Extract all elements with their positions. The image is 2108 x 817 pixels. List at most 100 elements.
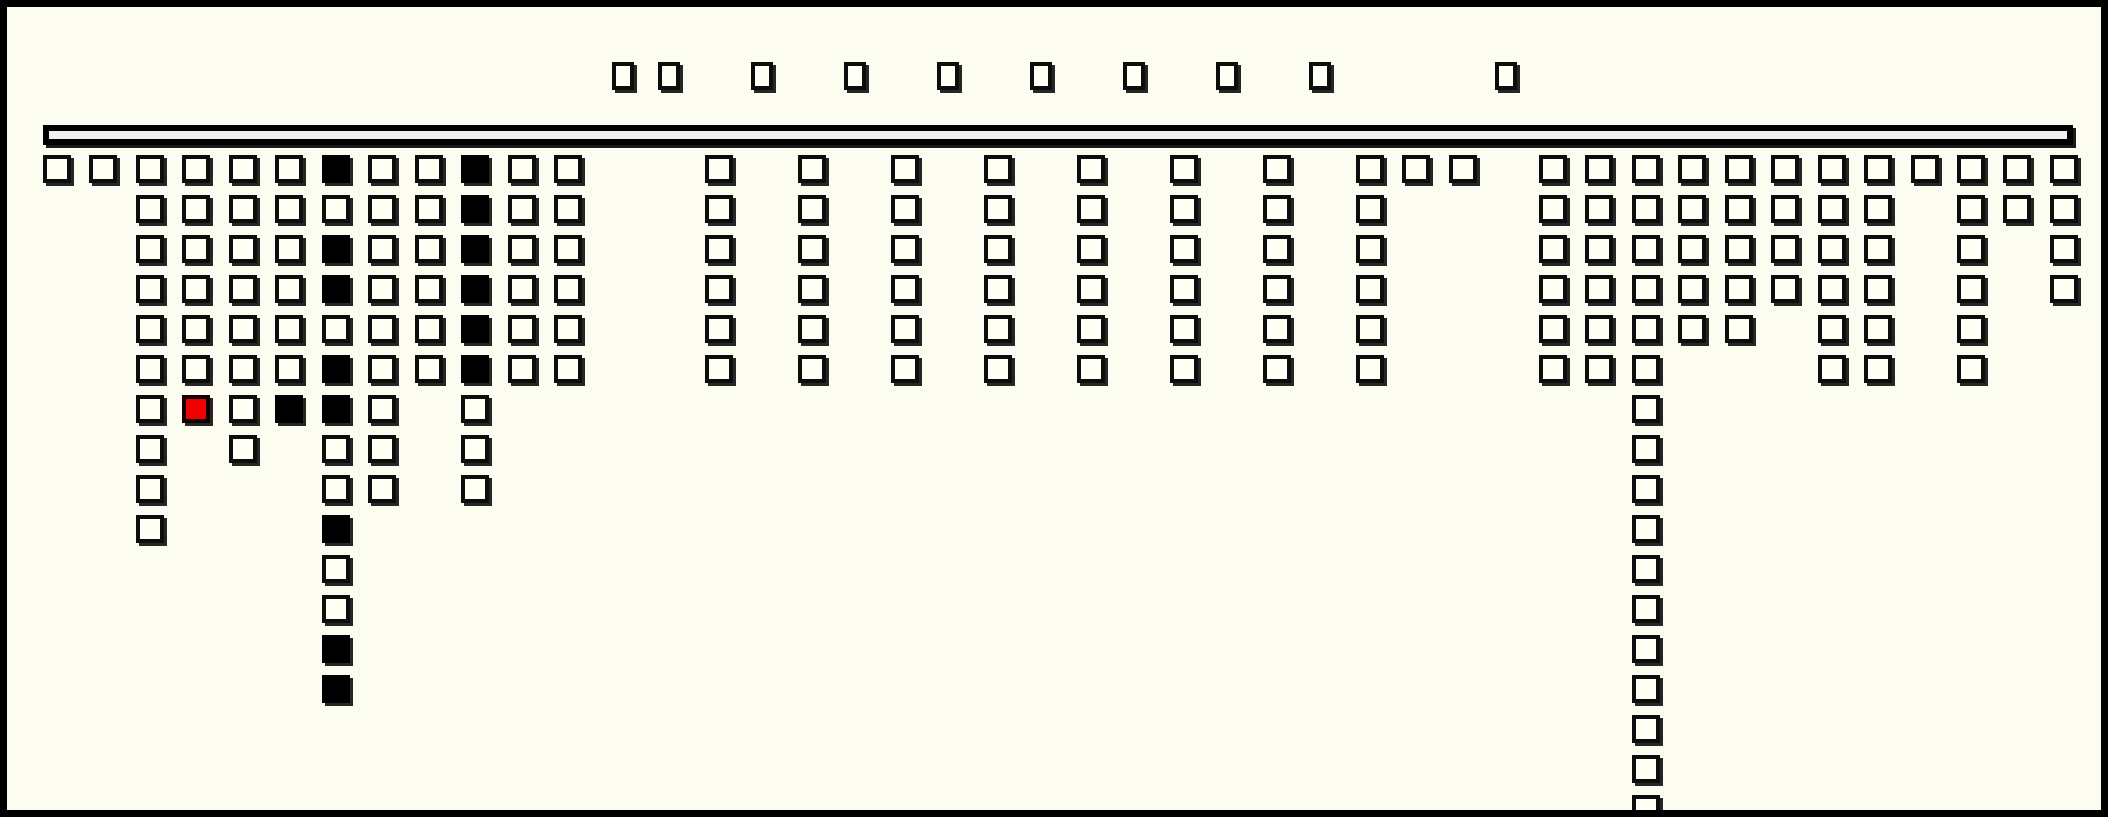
node-c15-r2[interactable]	[984, 235, 1012, 263]
node-c25-r0[interactable]	[1678, 155, 1706, 183]
top-node-3[interactable]	[844, 62, 866, 90]
node-c24-r10[interactable]	[1632, 555, 1660, 583]
node-c19-r0[interactable]	[1356, 155, 1384, 183]
top-node-6[interactable]	[1123, 62, 1145, 90]
top-node-4[interactable]	[937, 62, 959, 90]
node-c8-r5[interactable]	[415, 355, 443, 383]
node-c8-r0[interactable]	[415, 155, 443, 183]
node-c27-r1[interactable]	[1771, 195, 1799, 223]
node-c14-r4[interactable]	[891, 315, 919, 343]
node-c28-r4[interactable]	[1818, 315, 1846, 343]
node-c26-r2[interactable]	[1725, 235, 1753, 263]
node-c11-r1[interactable]	[554, 195, 582, 223]
node-c25-r2[interactable]	[1678, 235, 1706, 263]
node-c19-r2[interactable]	[1356, 235, 1384, 263]
node-c2-r7[interactable]	[136, 435, 164, 463]
node-c3-r2[interactable]	[182, 235, 210, 263]
node-c17-r0[interactable]	[1170, 155, 1198, 183]
node-c11-r4[interactable]	[554, 315, 582, 343]
node-c9-r7[interactable]	[461, 435, 489, 463]
node-c7-r3[interactable]	[368, 275, 396, 303]
node-c10-r3[interactable]	[508, 275, 536, 303]
node-c3-r1[interactable]	[182, 195, 210, 223]
node-c16-r5[interactable]	[1077, 355, 1105, 383]
node-c29-r0[interactable]	[1864, 155, 1892, 183]
node-c4-r6[interactable]	[229, 395, 257, 423]
node-c12-r1[interactable]	[705, 195, 733, 223]
node-c10-r5[interactable]	[508, 355, 536, 383]
node-c18-r1[interactable]	[1263, 195, 1291, 223]
node-c2-r6[interactable]	[136, 395, 164, 423]
node-c31-r2[interactable]	[1957, 235, 1985, 263]
node-c26-r1[interactable]	[1725, 195, 1753, 223]
node-c7-r2[interactable]	[368, 235, 396, 263]
node-c24-r9[interactable]	[1632, 515, 1660, 543]
node-c14-r3[interactable]	[891, 275, 919, 303]
node-c14-r1[interactable]	[891, 195, 919, 223]
node-c5-r4[interactable]	[275, 315, 303, 343]
node-c13-r5[interactable]	[798, 355, 826, 383]
top-node-7[interactable]	[1216, 62, 1238, 90]
node-c13-r2[interactable]	[798, 235, 826, 263]
node-c7-r7[interactable]	[368, 435, 396, 463]
node-c19-r3[interactable]	[1356, 275, 1384, 303]
node-c7-r8[interactable]	[368, 475, 396, 503]
node-c22-r5[interactable]	[1539, 355, 1567, 383]
node-c24-r3[interactable]	[1632, 275, 1660, 303]
node-c5-r6[interactable]	[275, 395, 303, 423]
node-c31-r5[interactable]	[1957, 355, 1985, 383]
node-c6-r8[interactable]	[322, 475, 350, 503]
node-c4-r4[interactable]	[229, 315, 257, 343]
node-c4-r2[interactable]	[229, 235, 257, 263]
node-c0-r0[interactable]	[43, 155, 71, 183]
node-c18-r0[interactable]	[1263, 155, 1291, 183]
node-c24-r0[interactable]	[1632, 155, 1660, 183]
node-c8-r4[interactable]	[415, 315, 443, 343]
node-c15-r5[interactable]	[984, 355, 1012, 383]
node-c32-r0[interactable]	[2003, 155, 2031, 183]
node-c16-r0[interactable]	[1077, 155, 1105, 183]
node-c5-r0[interactable]	[275, 155, 303, 183]
node-c18-r5[interactable]	[1263, 355, 1291, 383]
node-c31-r3[interactable]	[1957, 275, 1985, 303]
node-c2-r3[interactable]	[136, 275, 164, 303]
node-c27-r3[interactable]	[1771, 275, 1799, 303]
node-c23-r1[interactable]	[1585, 195, 1613, 223]
node-c13-r3[interactable]	[798, 275, 826, 303]
top-node-0[interactable]	[612, 62, 634, 90]
top-node-1[interactable]	[658, 62, 680, 90]
top-node-8[interactable]	[1309, 62, 1331, 90]
node-c18-r4[interactable]	[1263, 315, 1291, 343]
node-c33-r2[interactable]	[2050, 235, 2078, 263]
node-c2-r5[interactable]	[136, 355, 164, 383]
node-c4-r7[interactable]	[229, 435, 257, 463]
node-c17-r3[interactable]	[1170, 275, 1198, 303]
node-c2-r0[interactable]	[136, 155, 164, 183]
node-c24-r7[interactable]	[1632, 435, 1660, 463]
node-c13-r0[interactable]	[798, 155, 826, 183]
node-c9-r1[interactable]	[461, 195, 489, 223]
node-c11-r5[interactable]	[554, 355, 582, 383]
node-c2-r8[interactable]	[136, 475, 164, 503]
node-c12-r2[interactable]	[705, 235, 733, 263]
node-c24-r6[interactable]	[1632, 395, 1660, 423]
node-c12-r0[interactable]	[705, 155, 733, 183]
node-c31-r4[interactable]	[1957, 315, 1985, 343]
node-c28-r3[interactable]	[1818, 275, 1846, 303]
node-c23-r5[interactable]	[1585, 355, 1613, 383]
node-c31-r0[interactable]	[1957, 155, 1985, 183]
node-c5-r5[interactable]	[275, 355, 303, 383]
node-c17-r5[interactable]	[1170, 355, 1198, 383]
node-c27-r2[interactable]	[1771, 235, 1799, 263]
node-c22-r4[interactable]	[1539, 315, 1567, 343]
node-c6-r9[interactable]	[322, 515, 350, 543]
node-c9-r0[interactable]	[461, 155, 489, 183]
node-c29-r5[interactable]	[1864, 355, 1892, 383]
node-c22-r3[interactable]	[1539, 275, 1567, 303]
node-c25-r1[interactable]	[1678, 195, 1706, 223]
node-c33-r0[interactable]	[2050, 155, 2078, 183]
node-c32-r1[interactable]	[2003, 195, 2031, 223]
node-c13-r4[interactable]	[798, 315, 826, 343]
top-node-2[interactable]	[751, 62, 773, 90]
top-node-5[interactable]	[1030, 62, 1052, 90]
